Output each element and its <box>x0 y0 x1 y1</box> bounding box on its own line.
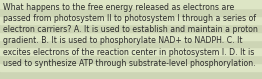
Bar <box>0 55 262 63</box>
Text: What happens to the free energy released as electrons are
passed from photosyste: What happens to the free energy released… <box>3 3 258 68</box>
Bar <box>0 71 262 79</box>
Bar <box>0 16 262 24</box>
Bar <box>0 32 262 40</box>
Bar <box>0 40 262 47</box>
Bar <box>0 8 262 16</box>
Bar <box>0 63 262 71</box>
Bar <box>0 0 262 8</box>
Bar <box>0 47 262 55</box>
Bar <box>0 24 262 32</box>
